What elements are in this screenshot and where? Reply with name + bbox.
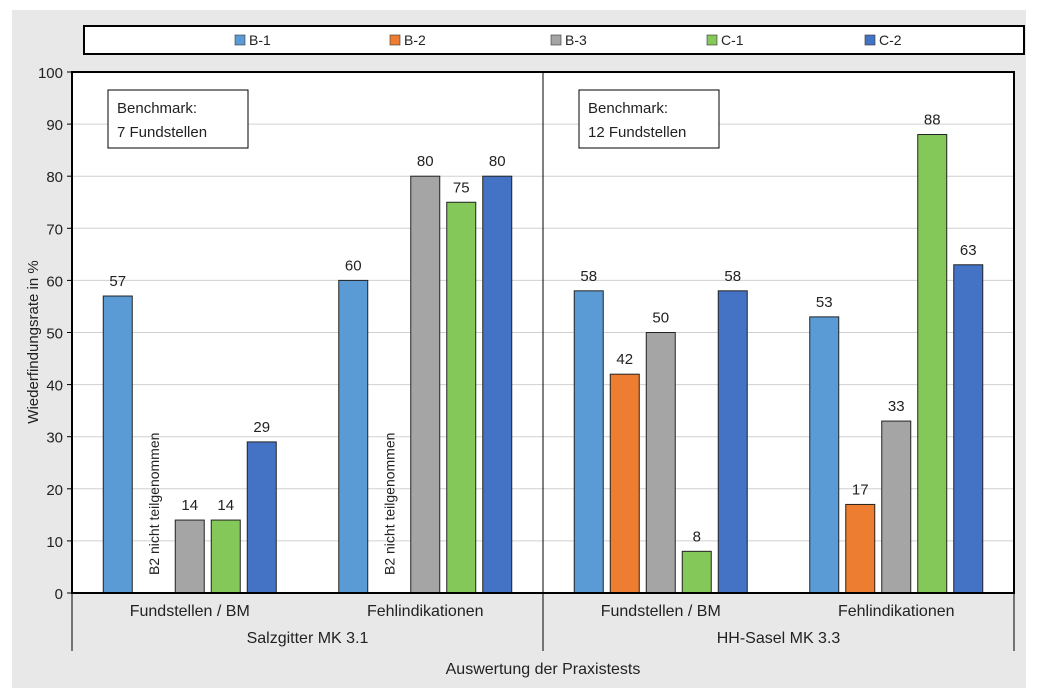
data-label-B-1: 58 — [580, 268, 597, 285]
category-label: Fundstellen / BM — [601, 603, 721, 620]
bar-B-3 — [881, 420, 912, 594]
data-label-C-1: 8 — [693, 528, 701, 545]
y-tick-label: 10 — [46, 534, 63, 551]
bar-C-1 — [681, 550, 712, 594]
y-tick-label: 70 — [46, 221, 63, 238]
bar-C-1 — [917, 134, 948, 594]
bar-B-2 — [845, 503, 876, 594]
y-tick-label: 60 — [46, 273, 63, 290]
not-participated-note: B2 nicht teilgenommen — [381, 433, 397, 575]
bar-B-3 — [645, 332, 676, 594]
bar-B-1 — [102, 295, 133, 594]
bar-B-3 — [174, 519, 205, 594]
panel-label: HH-Sasel MK 3.3 — [717, 630, 841, 647]
category-label: Fundstellen / BM — [130, 603, 250, 620]
y-tick-label: 80 — [46, 169, 63, 186]
data-label-B-2: 42 — [616, 351, 633, 368]
data-label-C-1: 75 — [453, 179, 470, 196]
data-label-C-2: 80 — [489, 153, 506, 170]
benchmark-count: 12 Fundstellen — [588, 124, 686, 141]
data-label-B-1: 57 — [109, 273, 126, 290]
panel-label: Salzgitter MK 3.1 — [247, 630, 369, 647]
data-label-B-3: 50 — [652, 310, 669, 327]
legend-swatch-B-2 — [389, 34, 401, 46]
bars: Benchmark: 7 Fundstellen 57 B2 nicht teilge… — [71, 71, 1015, 594]
y-axis-title: Wiederfindungsrate in % — [25, 260, 42, 423]
x-axis-title: Auswertung der Praxistests — [446, 661, 641, 678]
benchmark-title: Benchmark: — [117, 100, 197, 117]
legend-swatch-B-1 — [234, 34, 246, 46]
data-label-B-3: 80 — [417, 153, 434, 170]
legend-swatch-B-3 — [550, 34, 562, 46]
data-label-B-3: 33 — [888, 398, 905, 415]
data-label-C-2: 63 — [960, 242, 977, 259]
y-tick-label: 50 — [46, 326, 63, 343]
bar-chart: B-1 B-2 B-3 C-1 C-2 0 10 20 30 40 50 60 70 80 90 100 B… — [25, 25, 1025, 678]
data-label-B-3: 14 — [181, 497, 198, 514]
bar-C-1 — [210, 519, 241, 594]
bar-C-2 — [482, 175, 513, 594]
benchmark-title: Benchmark: — [588, 100, 668, 117]
category-label: Fehlindikationen — [367, 603, 484, 620]
bar-B-1 — [338, 279, 369, 594]
legend: B-1 B-2 B-3 C-1 C-2 — [83, 25, 1025, 55]
y-tick-label: 0 — [55, 586, 63, 603]
not-participated-note: B2 nicht teilgenommen — [146, 433, 162, 575]
data-label-C-1: 88 — [924, 112, 941, 129]
y-tick-label: 20 — [46, 482, 63, 499]
bar-C-2 — [246, 441, 277, 594]
chart-panel: B-1 B-2 B-3 C-1 C-2 0 10 20 30 40 50 60 70 80 90 100 B… — [12, 10, 1026, 688]
legend-label-B-3: B-3 — [565, 32, 587, 48]
data-label-B-1: 53 — [816, 294, 833, 311]
legend-label-B-1: B-1 — [249, 32, 271, 48]
data-label-B-2: 17 — [852, 481, 869, 498]
legend-label-C-1: C-1 — [721, 32, 744, 48]
benchmark-count: 7 Fundstellen — [117, 124, 207, 141]
y-tick-label: 40 — [46, 378, 63, 395]
bar-C-2 — [717, 290, 748, 594]
bar-B-1 — [809, 316, 840, 594]
y-tick-label: 30 — [46, 430, 63, 447]
benchmark-box — [107, 89, 249, 149]
data-label-C-2: 58 — [724, 268, 741, 285]
bar-B-1 — [573, 290, 604, 594]
legend-label-B-2: B-2 — [404, 32, 426, 48]
data-label-C-1: 14 — [217, 497, 234, 514]
data-label-C-2: 29 — [253, 419, 270, 436]
legend-label-C-2: C-2 — [879, 32, 902, 48]
data-label-B-1: 60 — [345, 257, 362, 274]
bar-C-2 — [953, 264, 984, 594]
bar-B-3 — [410, 175, 441, 594]
x-axis-labels: Fundstellen / BM Fehlindikationen Salzgitt… — [71, 593, 1015, 651]
category-label: Fehlindikationen — [838, 603, 955, 620]
benchmark-box — [578, 89, 720, 149]
legend-swatch-C-1 — [706, 34, 718, 46]
bar-B-2 — [609, 373, 640, 594]
y-axis-ticks: 0 10 20 30 40 50 60 70 80 90 100 — [38, 65, 72, 603]
bar-C-1 — [446, 201, 477, 594]
y-tick-label: 90 — [46, 117, 63, 134]
y-tick-label: 100 — [38, 65, 63, 82]
legend-swatch-C-2 — [864, 34, 876, 46]
